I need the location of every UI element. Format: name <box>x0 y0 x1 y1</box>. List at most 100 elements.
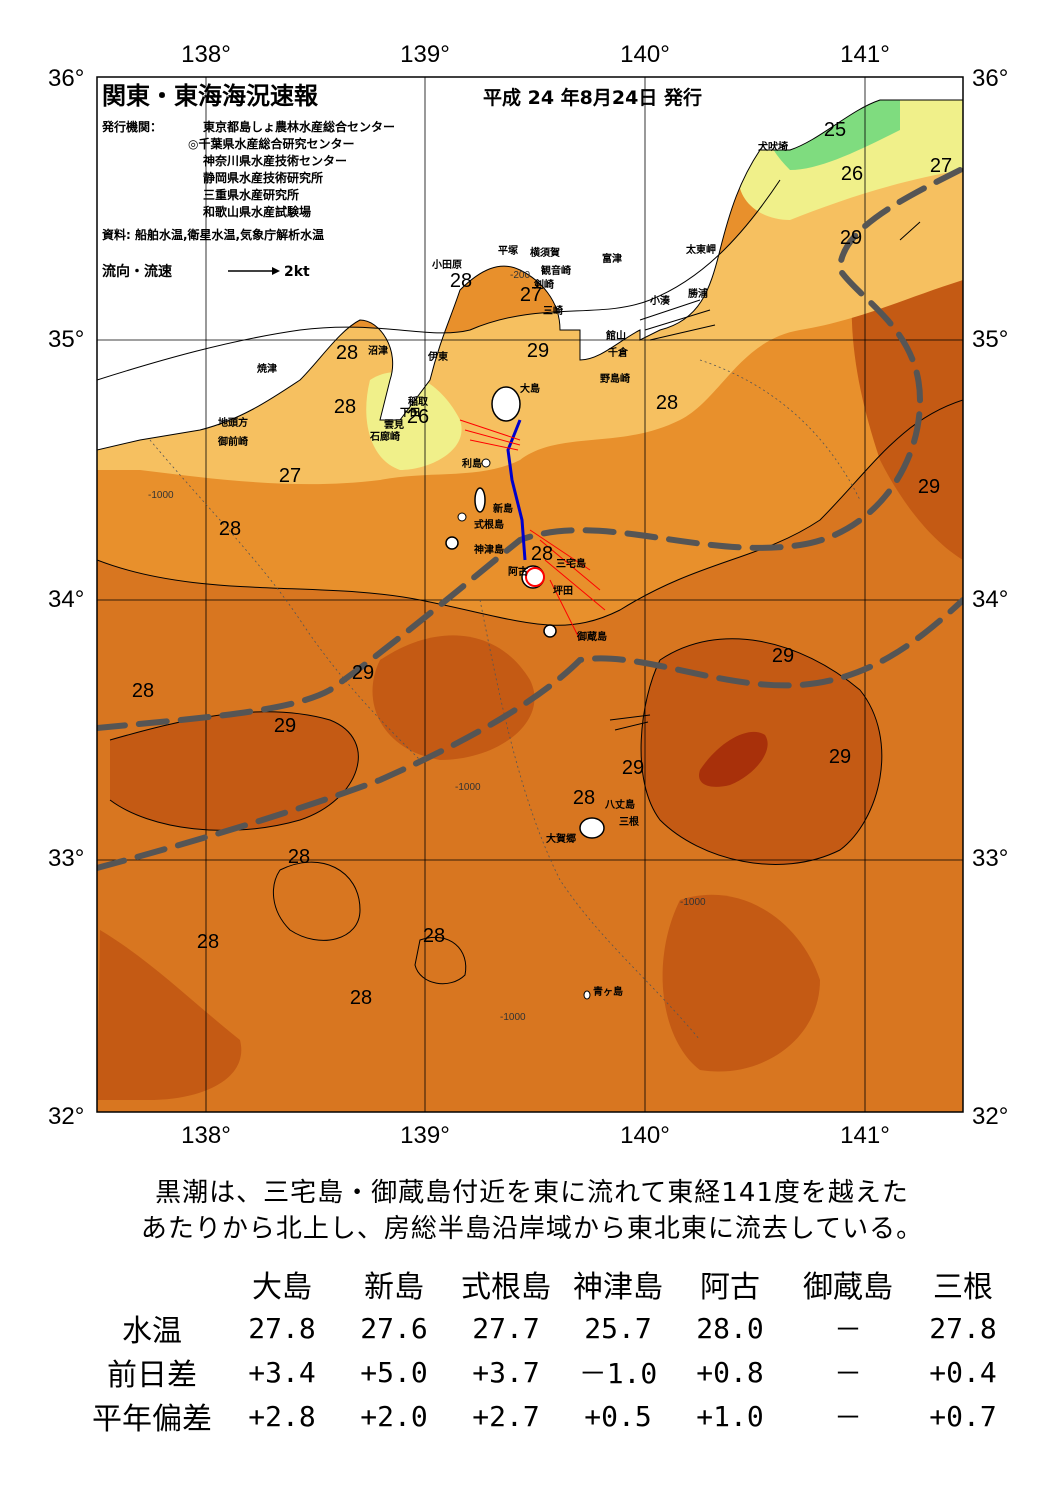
lat-tick-right: 32° <box>972 1103 1008 1130</box>
isotherm-label: 29 <box>829 746 851 768</box>
place-name: 三崎 <box>543 304 563 317</box>
depth-label: -200 <box>510 270 530 281</box>
column-header: 式根島 <box>461 1270 551 1305</box>
isotherm-label: 27 <box>930 155 952 177</box>
place-name: 青ヶ島 <box>593 985 623 998</box>
island-oshima <box>491 386 521 422</box>
lon-tick-bottom: 138° <box>181 1122 231 1149</box>
issuer-name: 三重県水産研究所 <box>203 187 299 202</box>
place-name: 地頭方 <box>218 416 248 429</box>
issuer-name: ◎千葉県水産総合研究センター <box>188 136 354 151</box>
lon-tick-top: 138° <box>181 41 231 68</box>
latitude-tick-labels-left: 36° 35° 34° 33° 32° <box>48 65 84 1130</box>
sst-region-26 <box>738 90 963 220</box>
lon-tick-bottom: 141° <box>840 1122 890 1149</box>
isotherm-label: 26 <box>407 406 429 428</box>
isotherm-label: 28 <box>531 543 553 565</box>
place-name: 太東岬 <box>685 243 716 256</box>
place-name: 新島 <box>493 502 513 515</box>
issuer-block: 発行機関： 東京都島しょ農林水産総合センター ◎千葉県水産総合研究センター 神奈… <box>101 119 395 242</box>
place-name: 利島 <box>462 457 482 470</box>
table-cell: 25.7 <box>584 1311 652 1345</box>
island-aogashima <box>583 990 591 1000</box>
isotherm-label: 28 <box>450 270 472 292</box>
place-name: 剣崎 <box>533 278 554 291</box>
table-cell: +2.0 <box>360 1399 428 1433</box>
lat-tick-left: 33° <box>48 845 84 872</box>
lon-tick-bottom: 139° <box>400 1122 450 1149</box>
place-names: 犬吠埼 太東岬 勝浦 小湊 富津 横須賀 観音崎 平塚 剣崎 三崎 小田原 館山… <box>217 140 788 998</box>
lat-tick-left: 32° <box>48 1103 84 1130</box>
isotherm-label: 25 <box>824 119 846 141</box>
sst-region-29-core <box>372 635 535 760</box>
place-name: 観音崎 <box>541 264 571 277</box>
isotherm-label: 28 <box>336 342 358 364</box>
place-name: 沼津 <box>368 344 388 357</box>
isotherm-label: 28 <box>423 925 445 947</box>
place-name: 雲見 <box>384 419 404 431</box>
place-name: 横須賀 <box>530 246 560 259</box>
place-name: 館山 <box>605 329 626 342</box>
latitude-tick-labels-right: 36° 35° 34° 33° 32° <box>972 65 1008 1130</box>
sea-surface-temperature-map: 138° 139° 140° 141° 138° 139° 140° 141° … <box>48 41 1008 1149</box>
column-header: 阿古 <box>700 1270 760 1305</box>
table-row: 前日差 +3.4 +5.0 +3.7 －1.0 +0.8 － +0.4 <box>78 1350 1016 1394</box>
longitude-tick-labels-top: 138° 139° 140° 141° <box>181 41 890 68</box>
lon-tick-top: 141° <box>840 41 890 68</box>
table-row: 平年偏差 +2.8 +2.0 +2.7 +0.5 +1.0 － +0.7 <box>78 1394 1016 1438</box>
table-cell: 27.8 <box>929 1311 997 1345</box>
isotherm-label: 28 <box>288 846 310 868</box>
table-cell: +0.8 <box>696 1355 764 1389</box>
current-scale-value: 2kt <box>284 264 310 280</box>
isotherm-label: 27 <box>279 465 301 487</box>
issuer-name: 神奈川県水産技術センター <box>203 153 347 168</box>
column-header: 大島 <box>252 1270 312 1305</box>
place-name: 式根島 <box>474 518 504 531</box>
current-scale-legend: 流向・流速 2kt <box>102 263 310 280</box>
ship-track <box>506 419 527 561</box>
place-name: 神津島 <box>474 543 504 556</box>
current-vectors-black <box>609 221 921 731</box>
table-cell: +0.5 <box>584 1399 652 1433</box>
place-name: 三宅島 <box>556 557 586 570</box>
place-name: 大賀郷 <box>546 832 576 845</box>
isotherm-label: 28 <box>334 396 356 418</box>
island-shikinejima <box>457 512 467 522</box>
issuer-name: 東京都島しょ農林水産総合センター <box>203 119 395 134</box>
isotherm-label: 28 <box>197 931 219 953</box>
table-cell: +0.7 <box>929 1399 997 1433</box>
place-name: 千倉 <box>608 346 629 359</box>
place-name: 阿古 <box>508 565 528 578</box>
isotherm-labels: 25 26 27 29 28 27 29 28 28 28 26 27 29 2… <box>132 119 952 1009</box>
island-hachijojima <box>579 817 605 839</box>
table-cell: － <box>833 1357 862 1390</box>
place-name: 平塚 <box>498 244 518 257</box>
table-header-row: 大島 新島 式根島 神津島 阿古 御蔵島 三根 <box>78 1262 1016 1306</box>
current-vectors <box>459 419 606 641</box>
depth-contours <box>149 359 861 1041</box>
lat-tick-right: 34° <box>972 586 1008 613</box>
table-cell: +2.8 <box>248 1399 316 1433</box>
table-cell: +1.0 <box>696 1399 764 1433</box>
column-header: 神津島 <box>573 1270 663 1305</box>
lat-tick-right: 36° <box>972 65 1008 92</box>
island-toshima <box>481 458 491 468</box>
place-name: 坪田 <box>553 584 573 597</box>
place-name: 伊東 <box>427 350 448 363</box>
sst-region-29-core <box>662 894 820 1072</box>
depth-labels: -200 -1000 -1000 -1000 -1000 <box>148 270 706 1023</box>
summary-line-1: 黒潮は、三宅島・御蔵島付近を東に流れて東経141度を越えた <box>155 1178 909 1208</box>
observation-table: 大島 新島 式根島 神津島 阿古 御蔵島 三根 水温 27.8 27.6 27.… <box>78 1262 1016 1438</box>
table-cell: － <box>833 1313 862 1346</box>
place-name: 富津 <box>602 252 622 265</box>
place-name: 御前崎 <box>217 435 248 448</box>
isotherm-label: 29 <box>352 662 374 684</box>
table-cell: －1.0 <box>578 1357 658 1390</box>
isotherm-label: 29 <box>840 227 862 249</box>
place-name: 犬吠埼 <box>758 140 788 153</box>
issuer-name: 和歌山県水産試験場 <box>202 204 311 219</box>
table-cell: +3.7 <box>472 1355 540 1389</box>
table-row: 水温 27.8 27.6 27.7 25.7 28.0 － 27.8 <box>78 1306 1016 1350</box>
lat-tick-left: 36° <box>48 65 84 92</box>
lat-tick-left: 34° <box>48 586 84 613</box>
